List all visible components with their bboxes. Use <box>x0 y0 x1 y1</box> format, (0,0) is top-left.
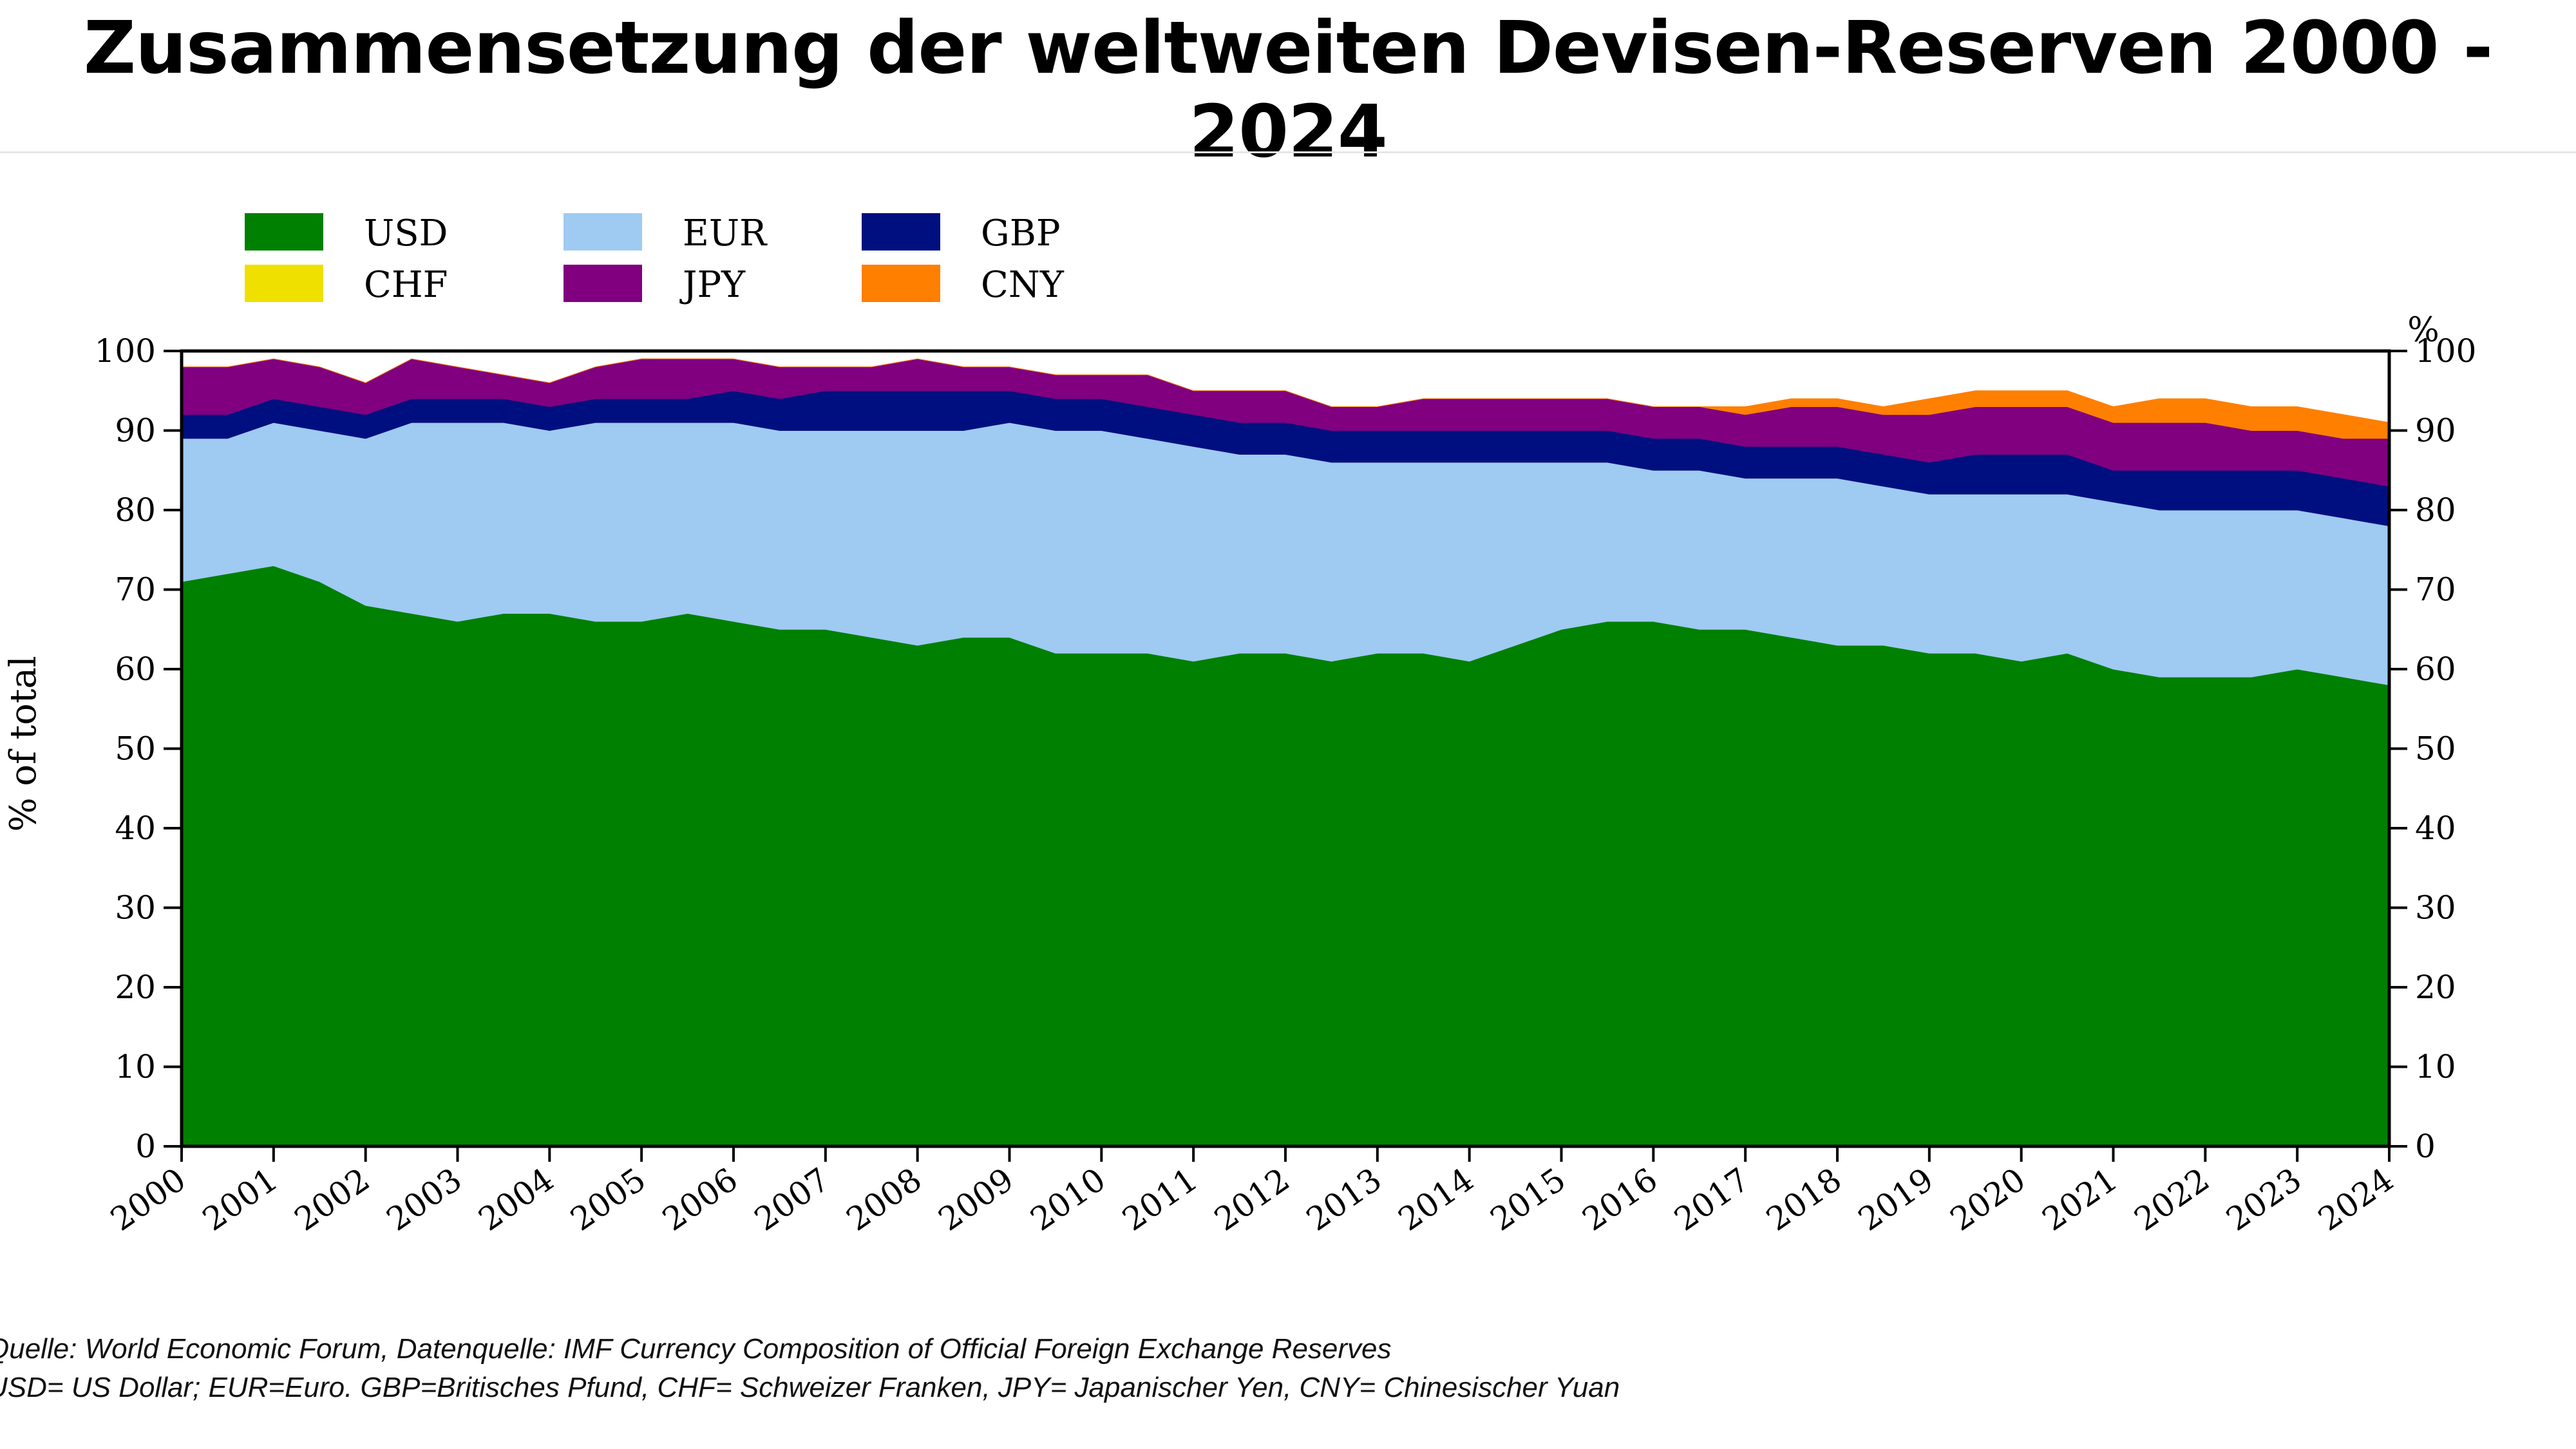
y-tick-label-right: 20 <box>2415 969 2456 1006</box>
y-axis-left: 0 10 20 30 40 50 60 70 80 90 100 <box>95 332 182 1165</box>
y-tick-label: 90 <box>115 412 156 450</box>
area-series-group <box>181 358 2390 1147</box>
y-axis-right: 0 10 20 30 40 50 60 70 80 90 100 <box>2389 332 2476 1165</box>
currency-legend-note: USD= US Dollar; EUR=Euro. GBP=Britisches… <box>0 1372 1620 1403</box>
chart-legend: USD EUR GBP CHF JPY CNY <box>245 213 1065 306</box>
x-tick-label: 2018 <box>1759 1160 1848 1238</box>
y-tick-label: 80 <box>115 491 156 529</box>
y-tick-label: 100 <box>95 332 156 370</box>
title-divider <box>0 151 2576 153</box>
x-tick-label: 2008 <box>840 1160 929 1238</box>
legend-label-gbp: GBP <box>981 213 1061 254</box>
source-note: Quelle: World Economic Forum, Datenquell… <box>0 1333 1392 1365</box>
x-tick-label: 2016 <box>1576 1160 1665 1238</box>
x-tick-label: 2022 <box>2128 1160 2217 1238</box>
y-tick-label-right: 90 <box>2415 412 2456 450</box>
y-tick-label: 10 <box>115 1048 156 1086</box>
y-tick-label-right: 50 <box>2415 730 2456 768</box>
x-tick-label: 2000 <box>104 1160 193 1238</box>
legend-swatch-usd <box>245 213 323 251</box>
y-tick-label-right: 10 <box>2415 1048 2456 1086</box>
y-axis-label-right: % <box>2407 311 2439 350</box>
y-tick-label: 0 <box>135 1128 156 1165</box>
y-tick-label: 30 <box>115 889 156 927</box>
x-tick-label: 2014 <box>1392 1160 1481 1238</box>
x-tick-label: 2007 <box>748 1160 837 1238</box>
legend-label-cny: CNY <box>981 264 1065 306</box>
page-title: Zusammensetzung der weltweiten Devisen-R… <box>83 6 2493 174</box>
legend-label-jpy: JPY <box>679 264 746 306</box>
x-tick-label: 2019 <box>1852 1160 1940 1238</box>
y-tick-label: 50 <box>115 730 156 768</box>
y-tick-label-right: 60 <box>2415 650 2456 688</box>
y-tick-label-right: 80 <box>2415 491 2456 529</box>
y-tick-label-right: 0 <box>2415 1128 2436 1165</box>
stacked-area-chart: USD EUR GBP CHF JPY CNY 0 10 20 30 40 50 60 70 80 90 10… <box>3 213 2476 1238</box>
x-tick-label: 2002 <box>288 1160 377 1238</box>
y-tick-label-right: 70 <box>2415 571 2456 609</box>
legend-label-eur: EUR <box>683 213 768 254</box>
x-tick-label: 2004 <box>472 1160 561 1238</box>
x-tick-label: 2012 <box>1208 1160 1296 1238</box>
x-tick-label: 2003 <box>380 1160 469 1238</box>
legend-label-usd: USD <box>364 213 448 254</box>
y-tick-label-right: 100 <box>2415 332 2476 370</box>
legend-swatch-gbp <box>862 213 940 251</box>
x-tick-label: 2013 <box>1300 1160 1388 1238</box>
x-tick-label: 2015 <box>1484 1160 1573 1238</box>
x-tick-label: 2010 <box>1024 1160 1113 1238</box>
y-tick-label: 60 <box>115 650 156 688</box>
x-tick-label: 2020 <box>1944 1160 2032 1238</box>
legend-swatch-jpy <box>564 265 642 302</box>
legend-swatch-cny <box>862 265 940 302</box>
y-tick-label: 70 <box>115 571 156 609</box>
legend-label-chf: CHF <box>364 264 448 306</box>
x-tick-label: 2021 <box>2036 1160 2125 1238</box>
y-tick-label: 20 <box>115 969 156 1006</box>
x-tick-label: 2005 <box>564 1160 653 1238</box>
legend-swatch-chf <box>245 265 323 302</box>
legend-swatch-eur <box>564 213 642 251</box>
x-tick-label: 2023 <box>2220 1160 2309 1238</box>
x-axis: 2000 2001 2002 2003 2004 2005 2006 2007 2008 2009… <box>104 1146 2400 1238</box>
y-tick-label-right: 30 <box>2415 889 2456 927</box>
x-tick-label: 2017 <box>1668 1160 1757 1238</box>
x-tick-label: 2001 <box>196 1160 285 1238</box>
y-tick-label: 40 <box>115 810 156 847</box>
x-tick-label: 2006 <box>656 1160 744 1238</box>
y-tick-label-right: 40 <box>2415 810 2456 847</box>
x-tick-label: 2024 <box>2311 1160 2400 1238</box>
x-tick-label: 2011 <box>1116 1160 1205 1238</box>
x-tick-label: 2009 <box>932 1160 1021 1238</box>
y-axis-label: % of total <box>3 656 44 831</box>
